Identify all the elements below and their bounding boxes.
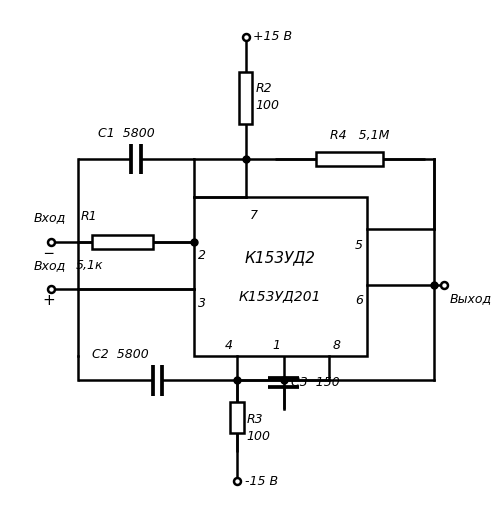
Text: Выход: Выход (450, 291, 492, 305)
Text: Вход: Вход (34, 259, 66, 272)
Bar (92, 235, 153, 249)
Text: R1: R1 (80, 210, 97, 223)
Text: +15 В: +15 В (253, 30, 292, 43)
Bar (239, 71, 252, 124)
Bar (194, 197, 367, 356)
Text: 1: 1 (272, 339, 280, 352)
Text: 100: 100 (247, 430, 270, 443)
Text: 100: 100 (255, 99, 279, 112)
Text: 2: 2 (198, 249, 206, 263)
Text: 5,1к: 5,1к (76, 259, 103, 272)
Text: К153УД201: К153УД201 (239, 289, 322, 303)
Text: 4: 4 (225, 339, 233, 352)
Text: 8: 8 (333, 339, 341, 352)
Text: ─: ─ (44, 247, 53, 261)
Text: C3  150: C3 150 (291, 376, 340, 389)
Text: +: + (42, 293, 55, 308)
Text: 5: 5 (355, 238, 363, 252)
Text: -15 В: -15 В (245, 474, 278, 488)
Text: 6: 6 (355, 295, 363, 307)
Text: R3: R3 (247, 413, 263, 426)
Text: К153УД2: К153УД2 (245, 250, 316, 265)
Text: R2: R2 (255, 82, 272, 95)
Text: 7: 7 (249, 209, 257, 222)
Text: 3: 3 (198, 297, 206, 310)
Bar (316, 152, 383, 166)
Bar (230, 402, 244, 433)
Text: C1  5800: C1 5800 (98, 126, 154, 140)
Text: Вход: Вход (34, 211, 66, 225)
Text: R4   5,1М: R4 5,1М (330, 128, 390, 141)
Text: C2  5800: C2 5800 (92, 348, 148, 361)
